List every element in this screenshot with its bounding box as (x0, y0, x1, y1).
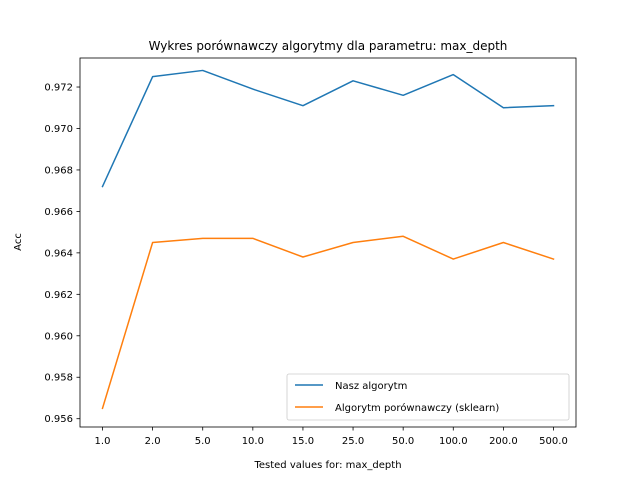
x-tick-label: 50.0 (392, 436, 414, 447)
chart-title: Wykres porównawczy algorytmy dla paramet… (149, 39, 508, 53)
plot-frame (79, 57, 577, 428)
x-tick-label: 5.0 (195, 436, 211, 447)
y-tick-label: 0.962 (44, 290, 73, 301)
y-tick-label: 0.964 (44, 248, 73, 259)
y-tick-label: 0.970 (44, 124, 73, 135)
y-tick-label: 0.958 (44, 373, 73, 384)
legend-label-1: Nasz algorytm (335, 381, 407, 392)
x-tick-label: 500.0 (539, 436, 568, 447)
legend-box (286, 373, 570, 421)
legend: Nasz algorytm Algorytm porównawczy (sklea… (286, 373, 570, 421)
y-tick-label: 0.956 (44, 414, 73, 425)
y-tick-label: 0.972 (44, 83, 73, 94)
x-tick-label: 1.0 (95, 436, 111, 447)
legend-label-2: Algorytm porównawczy (sklearn) (335, 402, 499, 414)
x-tick-label: 200.0 (489, 436, 518, 447)
y-axis-label: Acc (13, 233, 24, 251)
y-tick-label: 0.968 (44, 165, 73, 176)
x-tick-label: 2.0 (145, 436, 161, 447)
series-line-1 (101, 69, 555, 188)
series-line-2 (101, 235, 555, 410)
x-tick-label: 25.0 (342, 436, 364, 447)
plot-area: 1.0 2.0 5.0 10.0 15.0 25.0 50.0 100.0 200.0 500.0… (44, 57, 577, 447)
x-tick-label: 10.0 (242, 436, 264, 447)
y-tick-label: 0.966 (44, 207, 73, 218)
x-axis-label: Tested values for: max_depth (253, 460, 401, 471)
y-tick-label: 0.960 (44, 331, 73, 342)
x-tick-label: 15.0 (292, 436, 314, 447)
x-tick-label: 100.0 (439, 436, 468, 447)
